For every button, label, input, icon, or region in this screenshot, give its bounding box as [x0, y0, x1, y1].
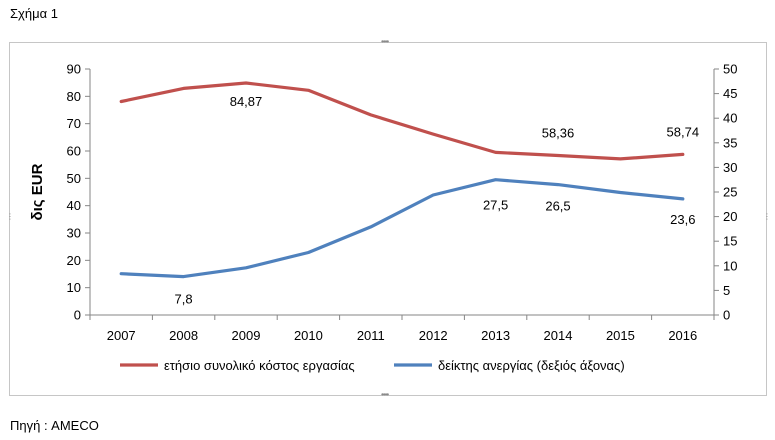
x-tick-label: 2010 [294, 328, 323, 343]
left-tick-label: 40 [67, 198, 81, 213]
data-label: 7,8 [175, 292, 193, 307]
data-label: 84,87 [230, 94, 263, 109]
chart: 0 10 20 30 40 50 60 70 80 90 0 5 10 15 20 25 30 35 40 45 50 2… [29, 62, 737, 374]
left-tick-label: 70 [67, 116, 81, 131]
left-tick-label: 50 [67, 171, 81, 186]
x-tick-label: 2007 [107, 328, 136, 343]
data-label: 58,74 [667, 124, 700, 139]
x-tick-label: 2013 [481, 328, 510, 343]
left-tick-label: 80 [67, 89, 81, 104]
right-tick-label: 20 [723, 209, 737, 224]
y-axis-label: δις EUR [29, 163, 46, 220]
left-tick-label: 10 [67, 280, 81, 295]
x-tick-label: 2011 [357, 328, 385, 343]
data-label: 58,36 [542, 125, 575, 140]
x-tick-label: 2015 [606, 328, 635, 343]
left-tick-label: 60 [67, 144, 81, 159]
x-tick-label: 2008 [169, 328, 198, 343]
source-note: Πηγή : AMECO [10, 418, 99, 433]
series-line-1 [119, 81, 685, 161]
left-tick-label: 30 [67, 226, 81, 241]
data-label: 27,5 [483, 198, 508, 213]
x-tick-label: 2009 [232, 328, 261, 343]
right-tick-label: 5 [723, 283, 730, 298]
left-tick-label: 90 [67, 62, 81, 77]
data-label: 26,5 [545, 199, 570, 214]
legend-label-2: δείκτης ανεργίας (δεξιός άξονας) [438, 358, 625, 373]
right-tick-label: 35 [723, 135, 737, 150]
resize-handle-bottom[interactable]: •••• [381, 390, 389, 399]
x-tick-label: 2016 [668, 328, 697, 343]
series-line-2 [119, 178, 685, 279]
data-label: 23,6 [670, 212, 695, 227]
right-tick-label: 15 [723, 234, 737, 249]
right-tick-label: 0 [723, 308, 730, 323]
resize-handle-top[interactable]: •••• [381, 37, 389, 46]
resize-handle-right[interactable]: ⋮ [763, 212, 771, 221]
left-tick-label: 20 [67, 253, 81, 268]
figure-caption: Σχήμα 1 [10, 6, 58, 21]
chart-frame[interactable]: •••• •••• ⋮ ⋮ 0 10 20 30 40 50 60 70 80 90 0 5 10 15 2… [6, 38, 771, 399]
left-tick-label: 0 [74, 308, 81, 323]
resize-handle-left[interactable]: ⋮ [6, 212, 14, 221]
x-tick-label: 2014 [544, 328, 573, 343]
x-tick-label: 2012 [419, 328, 448, 343]
right-tick-label: 25 [723, 185, 737, 200]
right-tick-label: 40 [723, 111, 737, 126]
right-tick-label: 10 [723, 258, 737, 273]
right-tick-label: 30 [723, 160, 737, 175]
legend-label-1: ετήσιο συνολικό κόστος εργασίας [164, 358, 355, 373]
right-tick-label: 50 [723, 62, 737, 77]
right-tick-label: 45 [723, 86, 737, 101]
